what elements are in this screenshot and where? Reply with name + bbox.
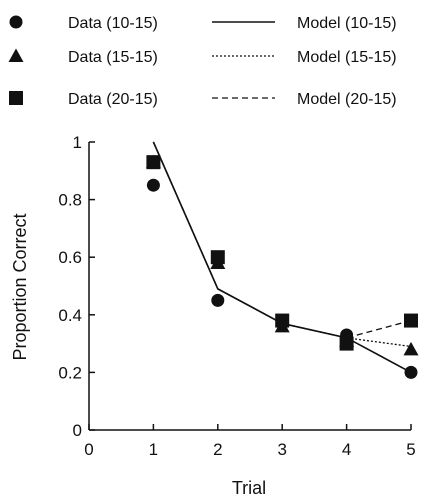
data-point-square [210,250,225,265]
legend-label-model: Model (20-15) [297,91,397,108]
model-line-dashed [152,141,412,339]
legend-label-data: Data (15-15) [68,49,158,66]
y-tick-label: 0.2 [58,363,82,382]
data-point-square [339,336,354,351]
data-point-circle [404,365,418,379]
legend-label-model: Model (10-15) [297,15,397,32]
legend-label-model: Model (15-15) [297,49,397,66]
x-tick-label: 0 [84,440,93,459]
y-tick-label: 0.4 [58,306,82,325]
data-point-circle [211,293,225,307]
data-markers [145,154,419,379]
axes: 0 1 2 3 4 5 0 0.2 0.4 0.6 0.8 1 [58,133,415,459]
data-point-triangle [403,341,419,356]
data-point-circle [146,178,160,192]
x-tick-label: 1 [149,440,158,459]
data-point-square [275,313,290,328]
model-line-solid [152,141,412,374]
x-tick-label: 3 [277,440,286,459]
legend-label-data: Data (10-15) [68,15,158,32]
y-tick-label: 0 [73,421,82,440]
y-axis-label: Proportion Correct [10,213,30,360]
legend-marker-square [9,91,23,105]
model-lines [152,141,412,374]
x-tick-label: 4 [342,440,351,459]
y-tick-label: 1 [73,133,82,152]
legend-label-data: Data (20-15) [68,91,158,108]
y-tick-label: 0.6 [58,248,82,267]
legend: Data (10-15) Data (15-15) Data (20-15) Mode… [8,15,397,108]
data-point-square [404,313,418,328]
data-point-square [146,155,161,170]
legend-marker-circle [9,15,23,29]
x-tick-label: 2 [213,440,222,459]
x-tick-label: 5 [406,440,415,459]
legend-marker-triangle [8,48,24,62]
x-axis-label: Trial [232,478,266,498]
y-tick-label: 0.8 [58,191,82,210]
